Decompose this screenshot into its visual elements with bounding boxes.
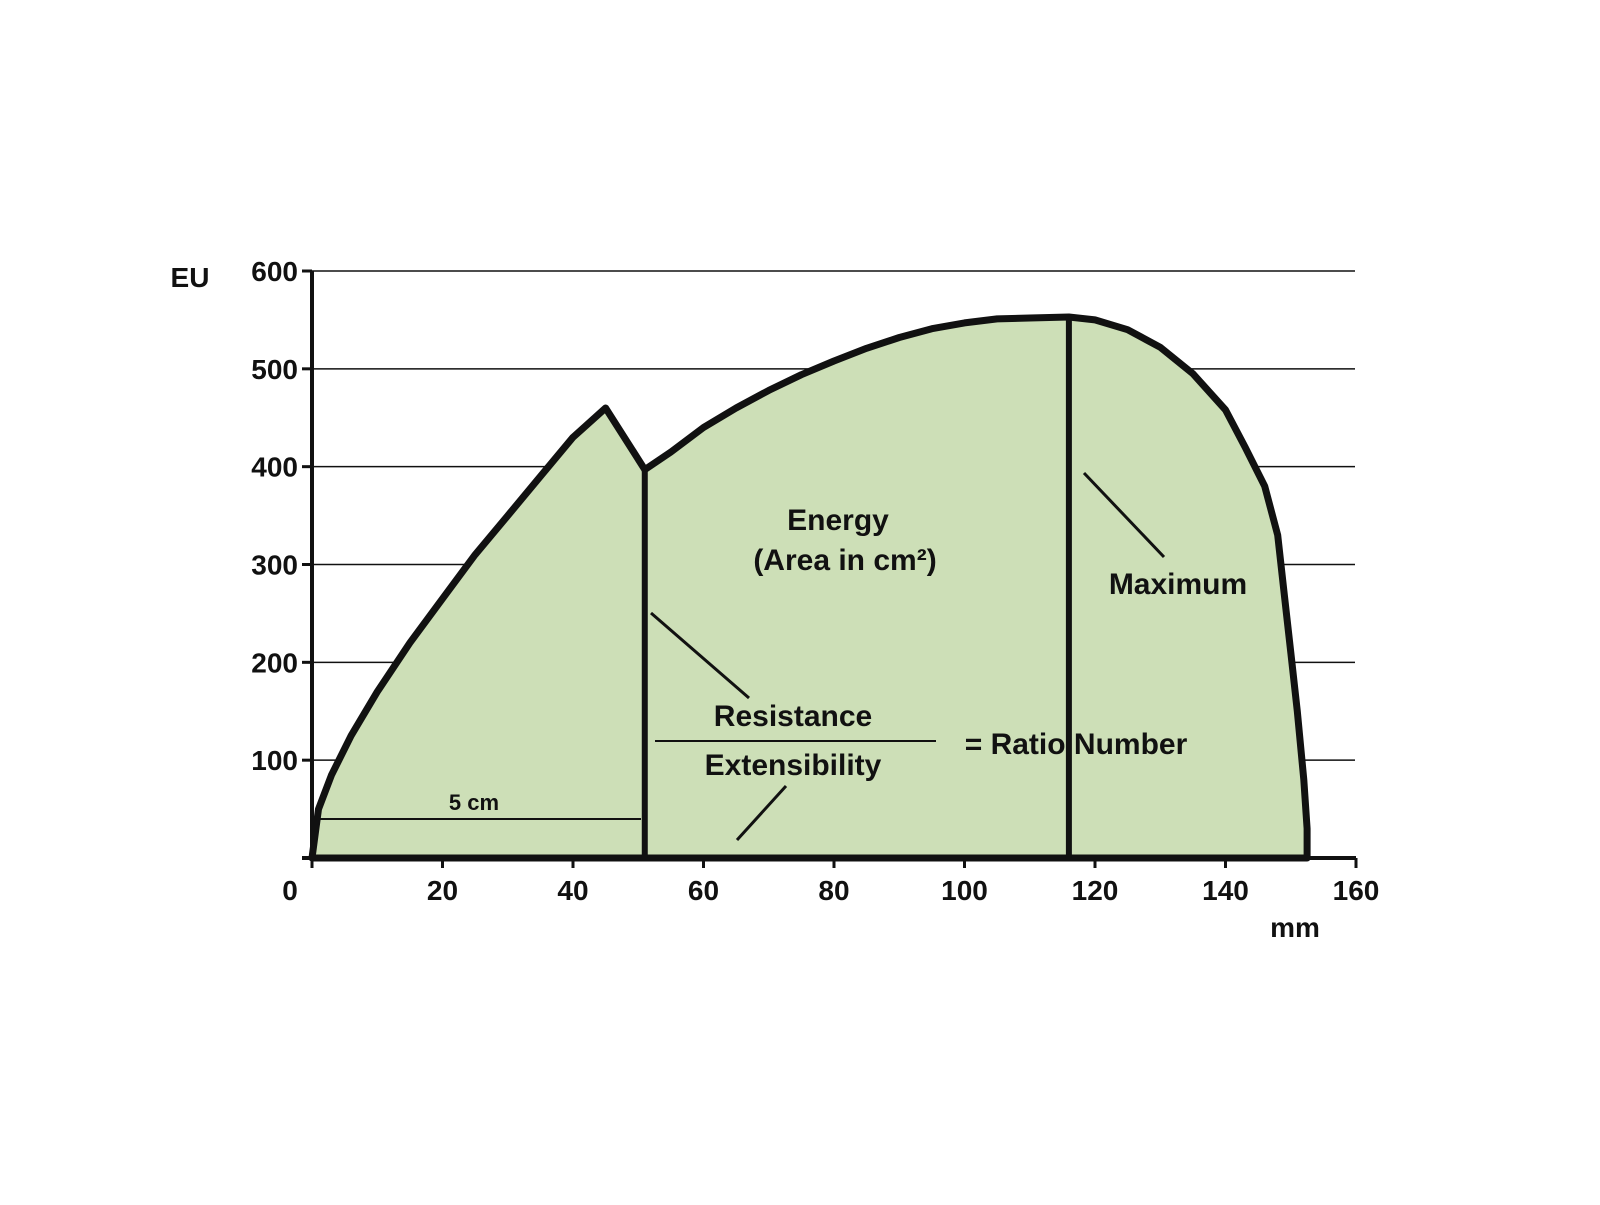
x-tick-label: 160 bbox=[1333, 875, 1380, 906]
axis-layer: 100 200 300 400 500 600 0 20 40 60 80 100 120 140 160 bbox=[251, 256, 1379, 906]
x-tick-label: 20 bbox=[427, 875, 458, 906]
energy-area-label: (Area in cm²) bbox=[753, 544, 936, 577]
maximum-pointer bbox=[1082, 471, 1166, 559]
y-axis-label: EU bbox=[171, 262, 210, 293]
marker-layer bbox=[641, 316, 1072, 858]
y-tick-label: 300 bbox=[251, 550, 298, 581]
y-tick-label: 200 bbox=[251, 647, 298, 678]
area-layer bbox=[308, 313, 1311, 862]
extensibility-pointer bbox=[735, 784, 788, 842]
energy-area-curve bbox=[308, 313, 1311, 862]
maximum-label: Maximum bbox=[1109, 568, 1247, 601]
x-tick-label: 60 bbox=[688, 875, 719, 906]
resistance-label: Resistance bbox=[714, 700, 872, 733]
ratio-number-label: = Ratio Number bbox=[965, 728, 1188, 761]
x-tick-label: 120 bbox=[1072, 875, 1119, 906]
x-tick-label: 0 bbox=[282, 875, 298, 906]
y-tick-label: 100 bbox=[251, 745, 298, 776]
y-tick-label: 400 bbox=[251, 452, 298, 483]
x-axis-label: mm bbox=[1270, 912, 1320, 943]
x-tick-label: 40 bbox=[557, 875, 588, 906]
energy-label: Energy bbox=[787, 504, 889, 537]
five-cm-label: 5 cm bbox=[449, 790, 499, 815]
y-tick-label: 600 bbox=[251, 256, 298, 287]
x-tick-label: 140 bbox=[1202, 875, 1249, 906]
x-tick-label: 80 bbox=[818, 875, 849, 906]
x-tick-label: 100 bbox=[941, 875, 988, 906]
y-tick-label: 500 bbox=[251, 354, 298, 385]
extensibility-label: Extensibility bbox=[705, 749, 882, 782]
resistance-pointer bbox=[650, 611, 750, 700]
